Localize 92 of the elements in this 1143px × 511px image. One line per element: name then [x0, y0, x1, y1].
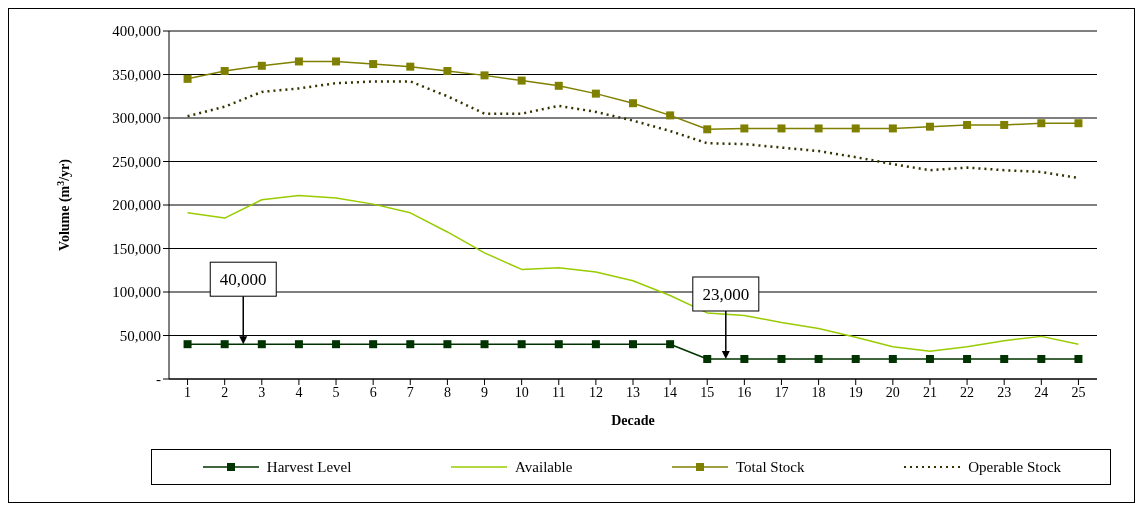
- x-tick-label: 8: [443, 384, 451, 400]
- point: [480, 71, 489, 80]
- point: [925, 122, 934, 131]
- point: [1074, 119, 1083, 128]
- point: [740, 354, 749, 363]
- point: [183, 74, 192, 83]
- point: [629, 99, 637, 108]
- point: [963, 120, 972, 129]
- x-tick-label: 9: [481, 384, 489, 400]
- point: [332, 340, 341, 349]
- point: [814, 124, 823, 133]
- point: [1074, 354, 1083, 363]
- point: [220, 340, 229, 349]
- x-tick-label: 13: [626, 384, 640, 400]
- point: [851, 124, 860, 133]
- x-tick-label: 10: [514, 384, 529, 400]
- point: [554, 81, 563, 90]
- x-tick-label: 11: [552, 384, 566, 400]
- point: [888, 124, 897, 133]
- x-tick-label: 19: [848, 384, 863, 400]
- x-tick-label: 24: [1034, 384, 1049, 400]
- point: [703, 354, 712, 363]
- point: [629, 340, 637, 349]
- point: [703, 125, 712, 134]
- x-tick-label: 7: [406, 384, 414, 400]
- x-axis-title: Decade: [611, 413, 655, 428]
- legend-label: Available: [515, 458, 573, 476]
- legend-label: Harvest Level: [266, 458, 352, 476]
- x-tick-label: 5: [332, 384, 340, 400]
- point: [406, 62, 415, 71]
- point: [777, 124, 786, 133]
- point: [740, 124, 749, 133]
- point: [517, 340, 526, 349]
- y-tick-label: 300,000: [112, 110, 161, 127]
- point: [406, 340, 415, 349]
- y-tick-label: 400,000: [112, 23, 161, 40]
- point: [591, 340, 600, 349]
- annotation: 23,000: [702, 284, 750, 304]
- x-tick-label: 18: [811, 384, 826, 400]
- point: [925, 354, 934, 363]
- y-tick-label: 250,000: [112, 153, 161, 170]
- point: [369, 60, 378, 69]
- point: [1000, 120, 1009, 129]
- point: [332, 57, 341, 66]
- point: [294, 340, 303, 349]
- point: [294, 57, 303, 66]
- x-tick-label: 23: [997, 384, 1012, 400]
- y-tick-label: 50,000: [119, 327, 161, 344]
- point: [888, 354, 897, 363]
- y-tick-label: -: [156, 371, 161, 388]
- y-tick-label: 200,000: [112, 197, 161, 214]
- y-tick-label: 100,000: [112, 284, 161, 301]
- point: [480, 340, 489, 349]
- point: [443, 340, 452, 349]
- point: [369, 340, 378, 349]
- point: [257, 61, 266, 70]
- point: [777, 354, 786, 363]
- point: [257, 340, 266, 349]
- point: [1000, 354, 1009, 363]
- point: [1037, 354, 1046, 363]
- point: [963, 354, 972, 363]
- x-tick-label: 12: [588, 384, 603, 400]
- point: [517, 76, 526, 85]
- x-tick-label: 2: [221, 384, 229, 400]
- x-tick-label: 1: [184, 384, 192, 400]
- point: [591, 89, 600, 98]
- x-tick-label: 14: [663, 384, 678, 400]
- x-tick-label: 22: [960, 384, 975, 400]
- x-tick-label: 20: [885, 384, 900, 400]
- line-series: [186, 194, 1080, 352]
- point: [220, 67, 229, 76]
- x-tick-label: 6: [369, 384, 377, 400]
- annotation: 40,000: [219, 270, 267, 290]
- legend-label: Total Stock: [736, 458, 805, 476]
- x-tick-label: 16: [737, 384, 752, 400]
- point: [666, 340, 675, 349]
- x-tick-label: 3: [258, 384, 266, 400]
- legend-label: Operable Stock: [968, 458, 1062, 476]
- x-tick-label: 21: [922, 384, 937, 400]
- point: [554, 340, 563, 349]
- x-tick-label: 17: [774, 384, 789, 400]
- point: [1037, 119, 1046, 128]
- point: [851, 354, 860, 363]
- point: [183, 340, 192, 349]
- point: [666, 111, 675, 120]
- point: [814, 354, 823, 363]
- x-tick-label: 15: [700, 384, 715, 400]
- y-tick-label: 150,000: [112, 240, 161, 257]
- y-tick-label: 350,000: [112, 66, 161, 83]
- x-tick-label: 4: [295, 384, 303, 400]
- point: [443, 67, 452, 76]
- x-tick-label: 25: [1071, 384, 1086, 400]
